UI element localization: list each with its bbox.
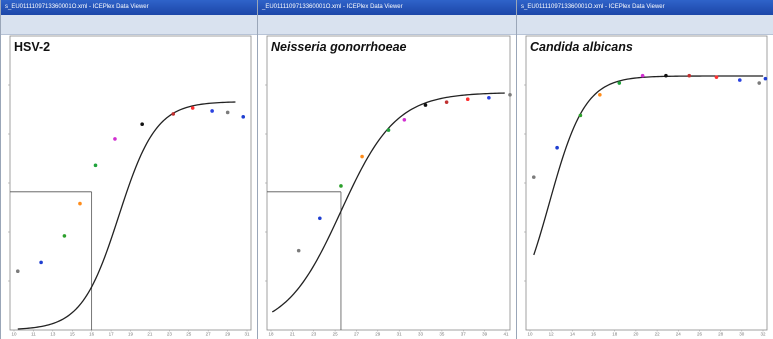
data-point (578, 113, 583, 118)
chart-title: HSV-2 (14, 40, 50, 54)
fitted-curve (17, 101, 236, 330)
chart-title: Neisseria gonorrhoeae (271, 40, 407, 54)
data-point (531, 175, 536, 179)
x-tick-label: 29 (225, 332, 231, 337)
x-tick-label: 35 (439, 332, 445, 337)
x-tick-label: 41 (503, 332, 509, 337)
x-tick-label: 16 (591, 332, 597, 337)
x-tick-label: 12 (549, 332, 555, 337)
data-point (62, 234, 67, 238)
x-tick-label: 27 (354, 332, 360, 337)
window-title-bar: s_EU0111109713360001O.xml - ICEPlex Data… (517, 0, 773, 15)
x-tick-label: 19 (128, 332, 134, 337)
data-point (664, 73, 668, 78)
data-point (241, 115, 246, 119)
x-tick-label: 21 (290, 332, 296, 337)
x-tick-label: 30 (739, 332, 745, 337)
data-point (687, 73, 692, 78)
data-point (386, 128, 391, 132)
plot-area (266, 35, 511, 331)
data-point (402, 117, 407, 122)
data-point (93, 163, 98, 168)
x-tick-label: 18 (268, 332, 274, 337)
fitted-curve (533, 75, 764, 256)
window-title-bar: _EU0111109713360001O.xml - ICEPlex Data … (258, 0, 516, 15)
data-point (737, 78, 742, 82)
chart-title: Candida albicans (530, 40, 633, 54)
viewer-window-candida: s_EU0111109713360001O.xml - ICEPlex Data… (516, 0, 773, 339)
data-point (640, 73, 645, 78)
data-point (617, 81, 622, 85)
x-tick-label: 10 (11, 332, 17, 337)
x-tick-label: 32 (760, 332, 766, 337)
x-tick-label: 23 (167, 332, 173, 337)
x-tick-label: 10 (527, 332, 533, 337)
window-frame-strip (1, 15, 257, 35)
data-point (763, 76, 768, 81)
x-tick-label: 25 (333, 332, 339, 337)
data-point (423, 103, 428, 107)
x-tick-label: 23 (311, 332, 317, 337)
data-point (78, 201, 82, 206)
x-tick-label: 27 (206, 332, 212, 337)
x-tick-label: 13 (50, 332, 56, 337)
x-tick-label: 15 (70, 332, 76, 337)
window-frame-strip (258, 15, 516, 35)
x-tick-label: 20 (633, 332, 639, 337)
data-point (339, 184, 343, 188)
chart-hsv2: 10 11 13 15 16 17 19 21 23 25 27 29 31 HSV-2 (8, 35, 252, 337)
x-tick-label: 26 (697, 332, 703, 337)
data-point (15, 269, 20, 273)
x-tick-label: 14 (570, 332, 576, 337)
data-point (39, 260, 43, 265)
x-tick-label: 21 (147, 332, 153, 337)
data-point (360, 154, 364, 159)
x-tick-label: 24 (676, 332, 682, 337)
fitted-curve (271, 92, 505, 313)
data-point (444, 100, 449, 104)
data-point (225, 110, 230, 115)
x-tick-label: 37 (461, 332, 467, 337)
data-point (555, 145, 559, 150)
chart-candida-albicans: 10 12 14 16 18 20 22 24 26 28 30 32 Candida albicans (524, 35, 768, 337)
window-title-bar: s_EU0111109713360001O.xml - ICEPlex Data… (1, 0, 257, 15)
x-tick-label: 25 (186, 332, 192, 337)
data-point (318, 216, 322, 221)
x-tick-label: 18 (612, 332, 618, 337)
data-point (190, 106, 195, 110)
data-point (508, 93, 512, 97)
x-tick-label: 29 (375, 332, 381, 337)
data-point (296, 248, 301, 253)
x-tick-label: 22 (655, 332, 661, 337)
data-point (714, 75, 719, 79)
data-point (465, 97, 470, 102)
x-tick-label: 39 (482, 332, 488, 337)
data-point (598, 93, 602, 97)
data-point (210, 109, 214, 113)
x-tick-label: 16 (89, 332, 95, 337)
viewer-window-neisseria: _EU0111109713360001O.xml - ICEPlex Data … (257, 0, 516, 339)
x-tick-label: 17 (109, 332, 115, 337)
data-point (171, 112, 176, 116)
x-tick-label: 28 (718, 332, 724, 337)
x-tick-label: 31 (397, 332, 403, 337)
data-point (113, 137, 117, 141)
window-frame-strip (517, 15, 773, 35)
data-point (757, 81, 762, 85)
chart-neisseria-gonorrhoeae: 18 21 23 25 27 29 31 33 35 37 39 41 Neisseria gonorr… (265, 35, 512, 337)
x-tick-label: 33 (418, 332, 424, 337)
data-point (140, 122, 144, 126)
x-tick-label: 11 (31, 332, 36, 337)
plot-area (525, 35, 768, 331)
x-tick-label: 31 (244, 332, 250, 337)
viewer-window-hsv2: s_EU0111109713360001O.xml - ICEPlex Data… (0, 0, 257, 339)
data-point (487, 95, 491, 100)
